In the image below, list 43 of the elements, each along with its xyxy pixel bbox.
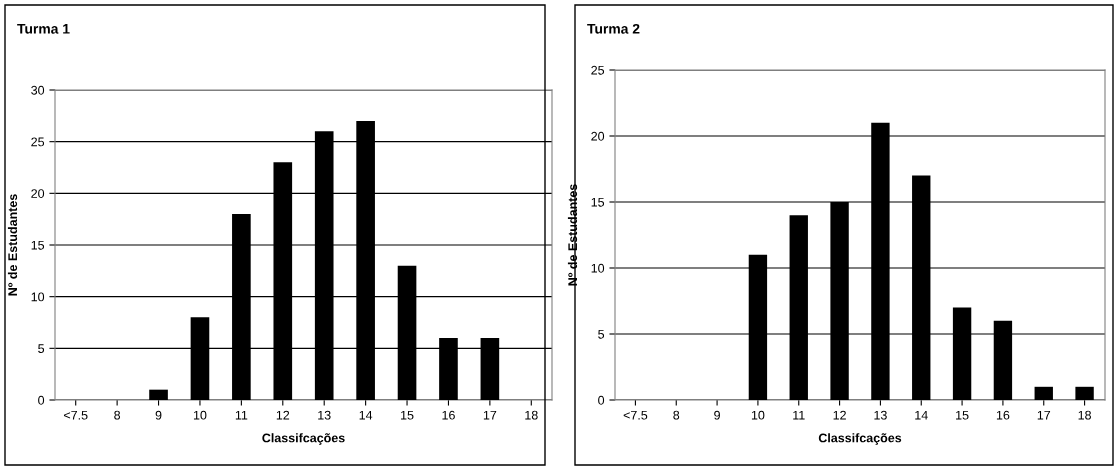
y-tick-label: 20 bbox=[31, 189, 45, 198]
y-tick-label: 5 bbox=[38, 344, 45, 353]
x-tick-label: 16 bbox=[442, 410, 455, 420]
x-tick-label: 14 bbox=[915, 410, 928, 420]
x-axis-title: Classifcações bbox=[818, 433, 902, 445]
x-tick-label: 8 bbox=[673, 410, 680, 420]
y-tick-label: 30 bbox=[31, 85, 45, 95]
chart-title: Turma 2 bbox=[587, 23, 640, 34]
x-tick-label: 15 bbox=[401, 410, 414, 420]
x-tick-label: 9 bbox=[714, 410, 720, 420]
x-tick-label: 10 bbox=[751, 410, 765, 420]
y-tick-label: 5 bbox=[598, 329, 605, 339]
x-tick-label: 18 bbox=[525, 410, 538, 420]
y-axis-title: Nº de Estudantes bbox=[567, 184, 578, 286]
x-tick-label: 13 bbox=[874, 410, 887, 420]
x-tick-label: 12 bbox=[276, 410, 290, 420]
y-tick-label: 0 bbox=[598, 395, 605, 405]
x-tick-label: 10 bbox=[193, 410, 207, 420]
x-tick-label: 9 bbox=[155, 410, 162, 420]
x-tick-label: 17 bbox=[1037, 410, 1051, 420]
x-axis-title: Classifcações bbox=[262, 433, 345, 445]
x-tick-label: 11 bbox=[235, 410, 248, 420]
x-tick-label: <7.5 bbox=[63, 410, 88, 420]
y-axis-title: Nº de Estudantes bbox=[7, 194, 18, 296]
chart-title: Turma 1 bbox=[17, 24, 70, 34]
y-tick-label: 10 bbox=[591, 263, 605, 273]
y-tick-label: 15 bbox=[31, 240, 45, 250]
x-tick-label: 8 bbox=[114, 410, 121, 420]
x-tick-label: 16 bbox=[996, 410, 1010, 420]
y-tick-label: 0 bbox=[38, 395, 45, 405]
x-tick-label: 12 bbox=[833, 410, 846, 420]
x-tick-label: 18 bbox=[1078, 410, 1091, 420]
y-tick-label: 15 bbox=[591, 197, 605, 207]
y-tick-label: 20 bbox=[591, 131, 605, 141]
x-tick-label: 14 bbox=[359, 410, 373, 420]
y-tick-label: 10 bbox=[31, 292, 45, 302]
x-tick-label: <7.5 bbox=[623, 410, 648, 420]
x-tick-label: 15 bbox=[956, 410, 969, 420]
x-tick-label: 11 bbox=[793, 410, 805, 420]
y-tick-label: 25 bbox=[591, 65, 605, 75]
x-tick-label: 17 bbox=[483, 410, 497, 420]
y-tick-label: 25 bbox=[31, 137, 45, 147]
x-tick-label: 13 bbox=[318, 410, 331, 420]
